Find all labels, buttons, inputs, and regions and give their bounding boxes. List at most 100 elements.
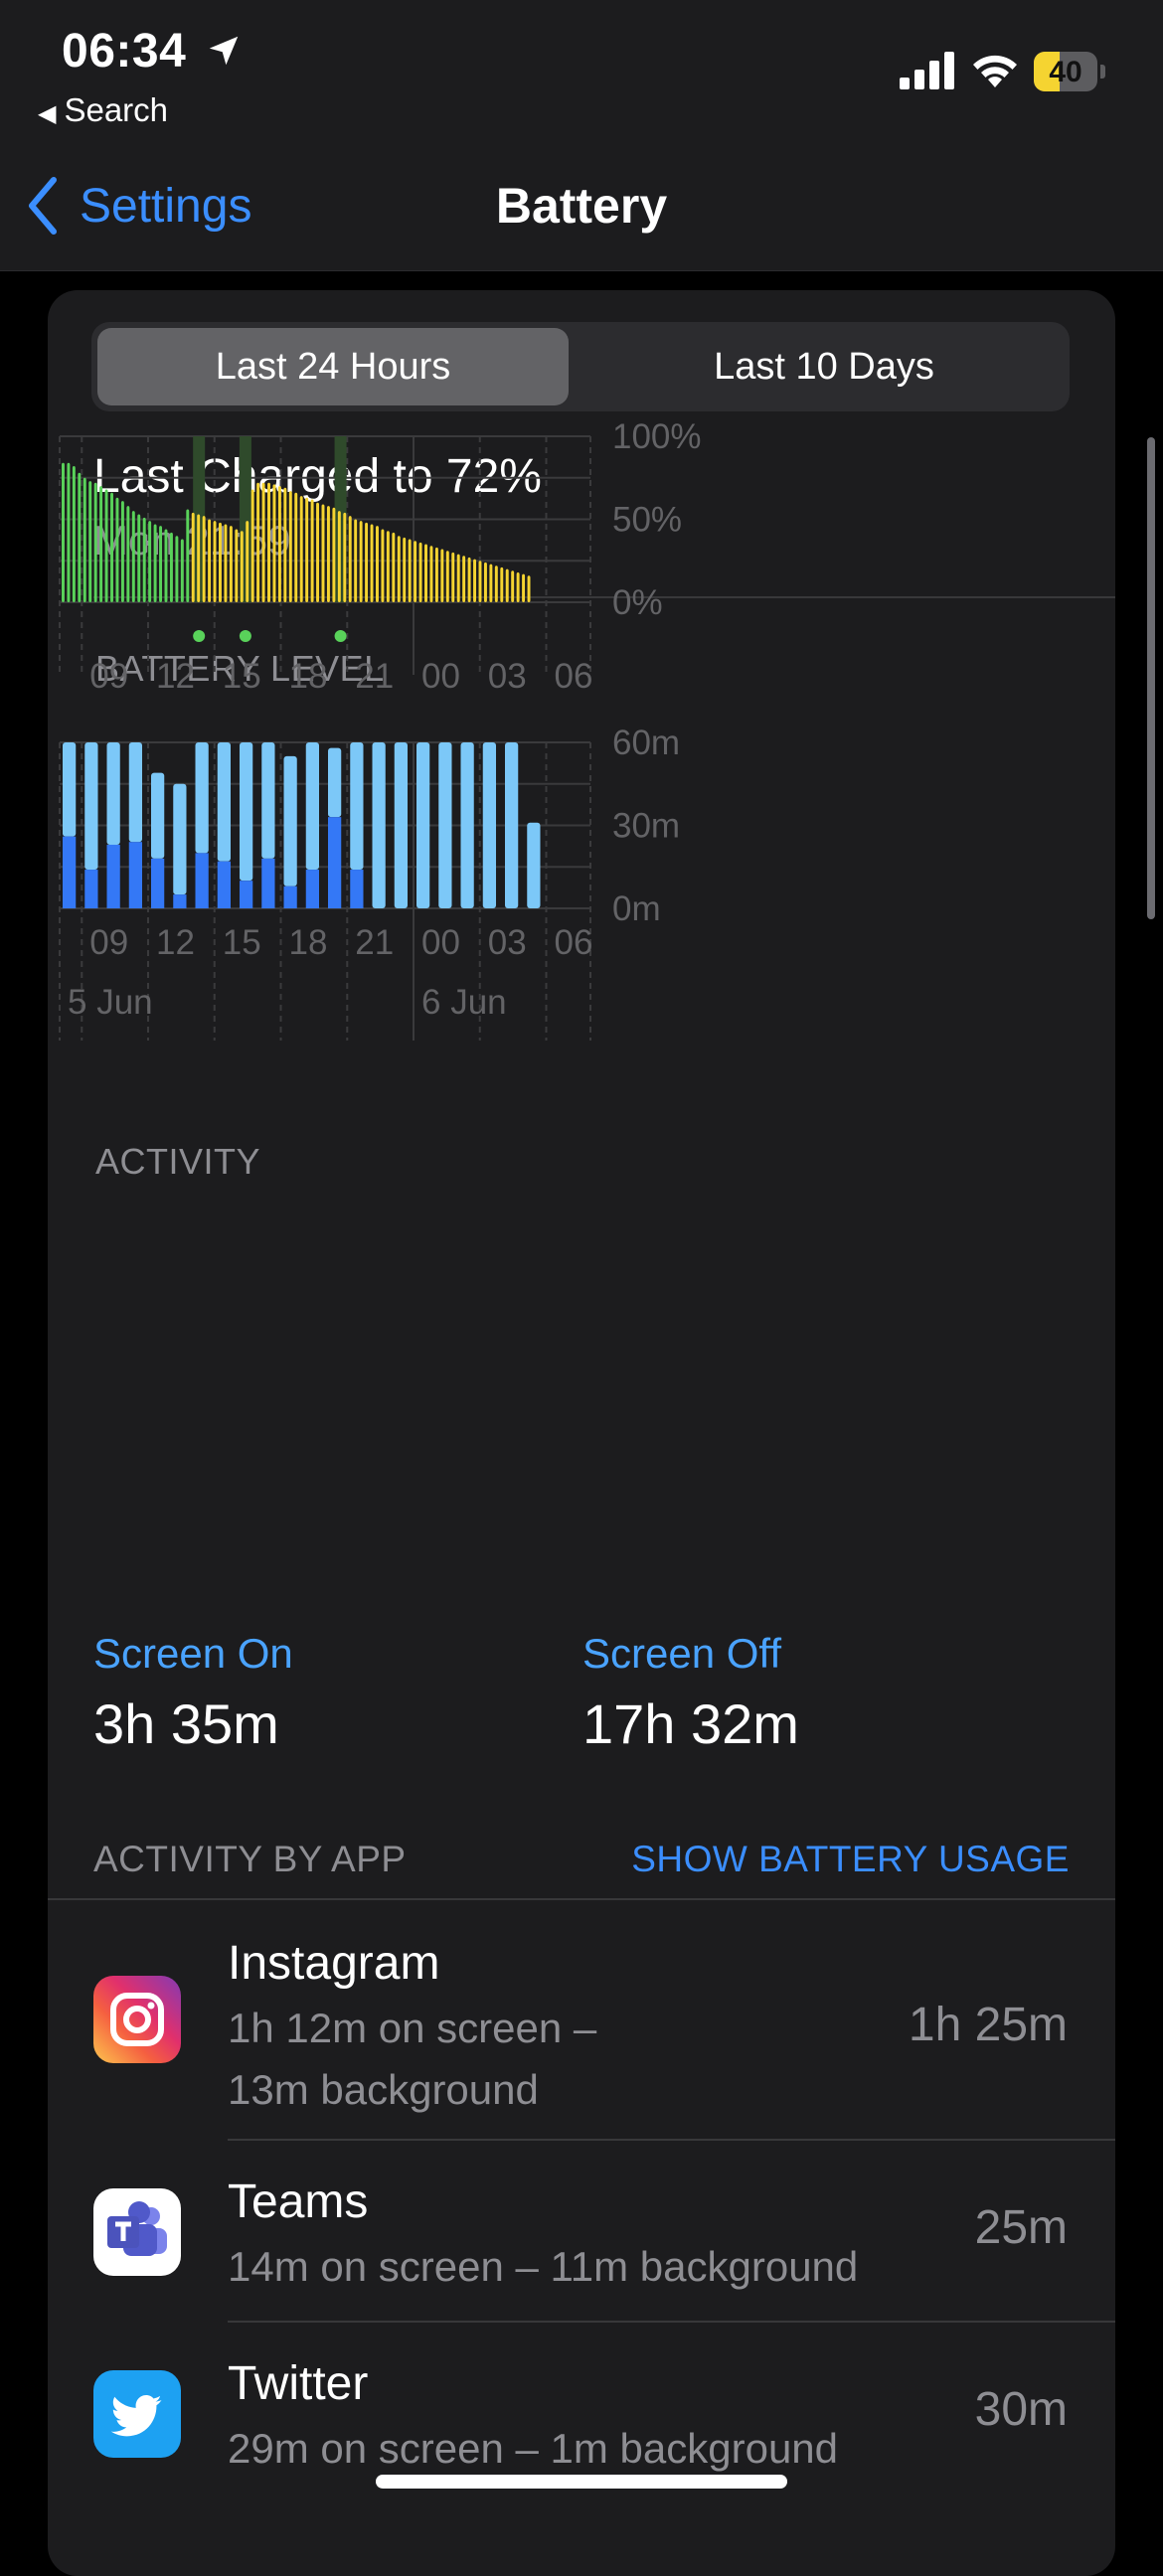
battery-xtick-label: 21 bbox=[355, 657, 394, 696]
activity-screen-off-bar bbox=[372, 742, 386, 908]
battery-level-bar bbox=[403, 537, 407, 602]
battery-level-bar bbox=[332, 507, 336, 602]
activity-date-label: 5 Jun bbox=[68, 983, 153, 1022]
app-usage-detail: 14m on screen – 11m background bbox=[228, 2243, 859, 2290]
battery-level-bar bbox=[408, 539, 412, 602]
home-indicator[interactable] bbox=[376, 2475, 787, 2489]
battery-level-bar bbox=[62, 462, 65, 602]
battery-xtick-label: 03 bbox=[488, 657, 527, 696]
cellular-signal-icon bbox=[900, 52, 954, 89]
battery-level-bar bbox=[467, 557, 471, 602]
battery-level-bar bbox=[224, 524, 228, 602]
battery-level-bar bbox=[283, 487, 287, 602]
app-total-time: 25m bbox=[974, 2201, 1068, 2254]
divider bbox=[48, 1898, 1115, 1900]
segment-last-10-days[interactable]: Last 10 Days bbox=[714, 345, 934, 388]
app-row-twitter[interactable]: Twitter 29m on screen – 1m background 30… bbox=[48, 2321, 1115, 2499]
activity-screen-off-bar bbox=[151, 772, 165, 859]
activity-xtick-label: 18 bbox=[289, 923, 328, 962]
activity-screen-on-bar bbox=[195, 853, 209, 908]
battery-level-bar bbox=[462, 556, 466, 602]
battery-level-bar bbox=[527, 575, 531, 602]
battery-level-bar bbox=[67, 462, 71, 602]
activity-screen-off-bar bbox=[195, 742, 209, 854]
battery-level-bar bbox=[451, 552, 455, 602]
battery-xtick-label: 15 bbox=[223, 657, 261, 696]
time-range-segmented-control: Last 24 Hours Last 10 Days bbox=[91, 322, 1070, 411]
battery-level-bar bbox=[202, 516, 206, 602]
battery-level-bar bbox=[294, 492, 298, 602]
wifi-icon bbox=[973, 55, 1017, 87]
battery-level-bar bbox=[392, 532, 396, 602]
app-row-instagram[interactable]: Instagram 1h 12m on screen – 13m backgro… bbox=[48, 1898, 1115, 2139]
battery-level-bar bbox=[169, 532, 173, 602]
back-to-search-button[interactable]: ◀ Search bbox=[38, 91, 168, 129]
app-row-teams[interactable]: Teams 14m on screen – 11m background 25m bbox=[48, 2139, 1115, 2321]
back-to-settings-button[interactable]: Settings bbox=[26, 171, 251, 241]
divider bbox=[228, 2139, 1115, 2141]
scrollbar[interactable] bbox=[1147, 437, 1155, 919]
battery-level-bar bbox=[256, 482, 260, 602]
activity-screen-off-bar bbox=[438, 742, 452, 908]
battery-level-bar bbox=[288, 491, 292, 602]
activity-screen-off-bar bbox=[328, 747, 342, 818]
activity-screen-on-bar bbox=[128, 842, 142, 908]
battery-level-bar bbox=[229, 526, 233, 602]
activity-screen-on-bar bbox=[217, 861, 231, 908]
activity-screen-off-bar bbox=[305, 742, 319, 871]
app-name: Twitter bbox=[228, 2357, 369, 2410]
activity-ytick-label: 60m bbox=[612, 724, 680, 762]
activity-screen-off-bar bbox=[240, 742, 253, 882]
app-usage-detail: 1h 12m on screen – bbox=[228, 2005, 597, 2051]
battery-ytick-label: 100% bbox=[612, 417, 702, 456]
activity-xtick-label: 03 bbox=[488, 923, 527, 962]
battery-level-bar bbox=[343, 512, 347, 602]
battery-level-bar bbox=[376, 526, 379, 602]
battery-level-bar bbox=[337, 511, 341, 602]
activity-screen-off-bar bbox=[128, 742, 142, 843]
battery-level-bar bbox=[478, 561, 482, 602]
activity-screen-on-bar bbox=[283, 886, 297, 908]
battery-level-bar bbox=[348, 516, 352, 602]
activity-xtick-label: 09 bbox=[89, 923, 128, 962]
battery-level-bar bbox=[424, 544, 427, 602]
battery-level-bar bbox=[104, 489, 108, 602]
battery-level-bar bbox=[440, 549, 444, 602]
instagram-icon bbox=[93, 1976, 181, 2063]
battery-level-bar bbox=[494, 565, 498, 602]
activity-screen-off-bar bbox=[217, 742, 231, 862]
battery-ytick-label: 0% bbox=[612, 583, 663, 622]
battery-level-bar bbox=[261, 482, 265, 602]
battery-level-bar bbox=[511, 570, 515, 602]
app-total-time: 1h 25m bbox=[908, 1999, 1068, 2051]
battery-level-bar bbox=[305, 497, 309, 602]
battery-level-bar bbox=[299, 496, 303, 602]
activity-ytick-label: 30m bbox=[612, 807, 680, 846]
app-name: Instagram bbox=[228, 1937, 440, 1990]
activity-screen-on-bar bbox=[106, 844, 120, 908]
activity-xtick-label: 21 bbox=[355, 923, 394, 962]
battery-level-bar bbox=[186, 509, 190, 602]
top-bar: 06:34 ◀ Search 40 Settings Battery bbox=[0, 0, 1163, 271]
battery-level-bar bbox=[72, 466, 76, 602]
status-time: 06:34 bbox=[62, 25, 187, 78]
activity-screen-on-bar bbox=[261, 858, 275, 908]
battery-level-bar bbox=[110, 492, 113, 602]
charging-marker bbox=[193, 630, 206, 642]
activity-screen-on-bar bbox=[84, 870, 98, 908]
battery-xtick-label: 09 bbox=[89, 657, 128, 696]
battery-level-bar bbox=[516, 571, 520, 602]
battery-level-bar bbox=[365, 522, 369, 602]
screen-off-value: 17h 32m bbox=[582, 1692, 799, 1755]
battery-xtick-label: 00 bbox=[421, 657, 460, 696]
battery-xtick-label: 18 bbox=[289, 657, 328, 696]
app-total-time: 30m bbox=[974, 2383, 1068, 2436]
show-battery-usage-link[interactable]: SHOW BATTERY USAGE bbox=[631, 1839, 1070, 1879]
activity-screen-off-bar bbox=[106, 742, 120, 845]
battery-level-bar bbox=[456, 554, 460, 602]
segment-last-24-hours[interactable]: Last 24 Hours bbox=[97, 328, 569, 405]
battery-level-bar bbox=[126, 506, 130, 602]
charts-canvas: 100% 50% 0% 09 12 15 18 21 00 03 06 60m 30m 0m 09 12 15 1… bbox=[59, 417, 702, 1041]
battery-level-bar bbox=[235, 529, 239, 602]
battery-level-bar bbox=[359, 521, 363, 602]
